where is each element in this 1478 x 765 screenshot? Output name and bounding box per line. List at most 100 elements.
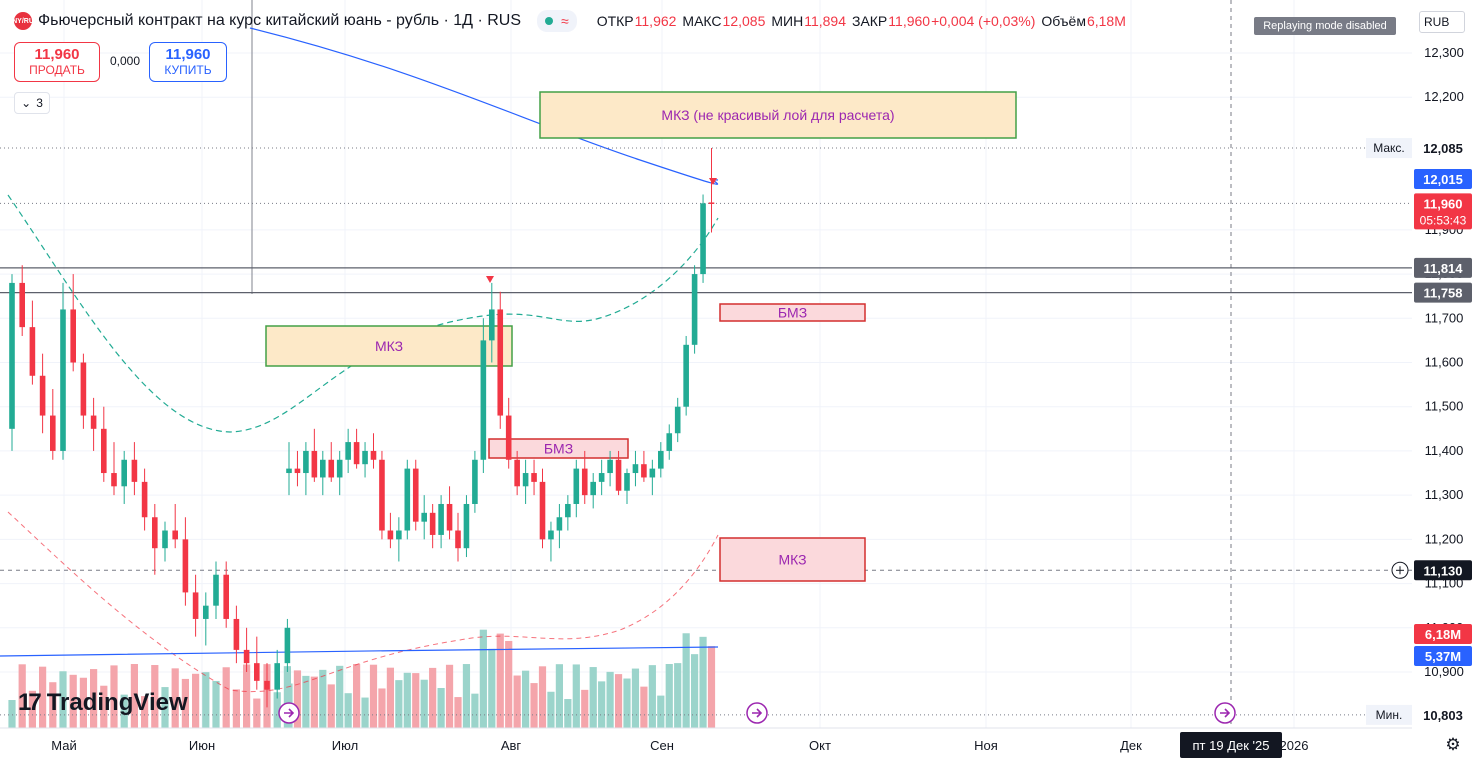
ohlc-label: ЗАКР bbox=[851, 12, 888, 29]
price-label-bg bbox=[1414, 704, 1472, 725]
volume-bar bbox=[202, 672, 210, 728]
price-tick-label: 11,200 bbox=[1425, 531, 1464, 546]
candle-body bbox=[90, 415, 97, 429]
candle-body bbox=[539, 481, 546, 540]
tv-mark-icon: 17 bbox=[18, 689, 42, 716]
candle-body bbox=[345, 442, 351, 460]
level-caption-bg bbox=[1366, 138, 1412, 159]
candle-body bbox=[438, 503, 444, 535]
overlay bbox=[278, 178, 1236, 724]
candle-body bbox=[429, 512, 436, 535]
candle-body bbox=[472, 459, 478, 504]
volume-bar bbox=[110, 665, 118, 728]
volume-bar bbox=[130, 664, 138, 728]
market-open-icon bbox=[545, 17, 554, 25]
candle-body bbox=[632, 464, 639, 474]
candle-body bbox=[463, 503, 470, 549]
sell-button[interactable]: 11,960 ПРОДАТЬ bbox=[14, 42, 100, 82]
volume-bar bbox=[581, 689, 589, 728]
candle-body bbox=[700, 203, 706, 275]
crosshair-date-label: пт 19 Дек '25 bbox=[1193, 738, 1270, 753]
candle-body bbox=[455, 530, 461, 549]
volume-bar bbox=[429, 667, 437, 728]
volume-bar bbox=[302, 675, 310, 728]
price-tick-label: 10,900 bbox=[1424, 664, 1464, 679]
candles bbox=[9, 148, 715, 708]
volume-bar bbox=[232, 689, 240, 728]
triangle-marker-icon bbox=[709, 178, 717, 185]
candle-body bbox=[674, 406, 681, 434]
gear-icon[interactable]: ⚙ bbox=[1445, 735, 1461, 754]
candle-body bbox=[29, 327, 36, 376]
candle-body bbox=[264, 680, 270, 690]
volume-bar bbox=[445, 664, 454, 728]
volume-bar bbox=[79, 677, 87, 728]
volume-bar bbox=[674, 663, 682, 728]
tradingview-logo[interactable]: 17 TradingView bbox=[18, 688, 188, 718]
volume-bar bbox=[310, 676, 318, 728]
price-axis: 12,30012,20011,90011,80011,70011,60011,5… bbox=[1366, 45, 1472, 725]
candle-body bbox=[412, 468, 419, 522]
candle-body bbox=[379, 459, 385, 531]
ohlc-label: ОТКР bbox=[596, 12, 634, 29]
volume-bar bbox=[378, 688, 386, 728]
price-label-bg bbox=[1414, 193, 1472, 230]
candle-body bbox=[254, 663, 260, 681]
candle-body bbox=[111, 473, 117, 487]
price-label-bg bbox=[1414, 257, 1472, 278]
candle-body bbox=[666, 433, 673, 451]
volume-bar bbox=[420, 679, 428, 728]
volume-bar bbox=[564, 699, 572, 728]
zone-box bbox=[719, 303, 866, 322]
candle-body bbox=[649, 468, 656, 478]
candle-body bbox=[203, 605, 209, 619]
sell-price: 11,960 bbox=[34, 46, 80, 64]
time-tick-label: Июл bbox=[332, 738, 358, 753]
candle-body bbox=[303, 450, 309, 474]
wave-icon: ≈ bbox=[561, 13, 569, 29]
volume-bar bbox=[547, 691, 555, 728]
time-tick-label: Ноя bbox=[974, 738, 998, 753]
candle-body bbox=[162, 530, 168, 549]
time-tick-label: Авг bbox=[501, 738, 522, 753]
candle-body bbox=[336, 459, 343, 478]
zone-label: МКЗ bbox=[778, 552, 806, 568]
countdown-label: 05:53:43 bbox=[1420, 213, 1467, 227]
volume-bar bbox=[488, 648, 496, 728]
currency-button[interactable]: RUB bbox=[1419, 11, 1465, 33]
candle-body bbox=[192, 592, 199, 619]
market-status[interactable]: ≈ bbox=[537, 10, 577, 32]
zone-boxes[interactable]: МКЗ (не красивый лой для расчета) МКЗ БМЗ Б… bbox=[265, 91, 1017, 582]
volume-bar bbox=[665, 664, 673, 728]
price-tick-label: 11,300 bbox=[1425, 487, 1464, 502]
ohlc-value: +0,004 (+0,03%) bbox=[931, 12, 1036, 29]
time-tick-label: 2026 bbox=[1280, 738, 1309, 753]
ohlc-value: 6,18M bbox=[1086, 12, 1126, 29]
buy-button[interactable]: 11,960 КУПИТЬ bbox=[149, 42, 227, 82]
indicator-lines bbox=[0, 27, 719, 693]
volume-bar bbox=[691, 654, 699, 728]
volume-bar bbox=[522, 670, 530, 728]
symbol-title[interactable]: Фьючерсный контракт на курс китайский юа… bbox=[38, 12, 522, 29]
candle-body bbox=[274, 663, 280, 690]
volume-bar bbox=[151, 665, 159, 728]
volume-bar bbox=[572, 664, 580, 728]
volume-label-bg bbox=[1414, 646, 1472, 666]
candle-body bbox=[565, 503, 571, 518]
volume-bar bbox=[640, 686, 648, 728]
candle-body bbox=[233, 618, 240, 650]
volume-bar bbox=[462, 664, 471, 728]
volume-bar bbox=[606, 671, 614, 728]
volume-bar bbox=[598, 681, 606, 728]
time-tick-label: Окт bbox=[809, 738, 831, 753]
volume-bar bbox=[471, 693, 479, 728]
price-label-bg bbox=[1414, 560, 1472, 581]
ohlc-label: МАКС bbox=[682, 12, 722, 29]
candle-body bbox=[581, 468, 588, 496]
volume-bar bbox=[49, 682, 57, 728]
volume-bar bbox=[171, 668, 179, 728]
candle-body bbox=[396, 530, 402, 540]
volume-bar bbox=[648, 665, 656, 728]
indicators-toggle[interactable]: ⌄ 3 bbox=[14, 92, 50, 114]
